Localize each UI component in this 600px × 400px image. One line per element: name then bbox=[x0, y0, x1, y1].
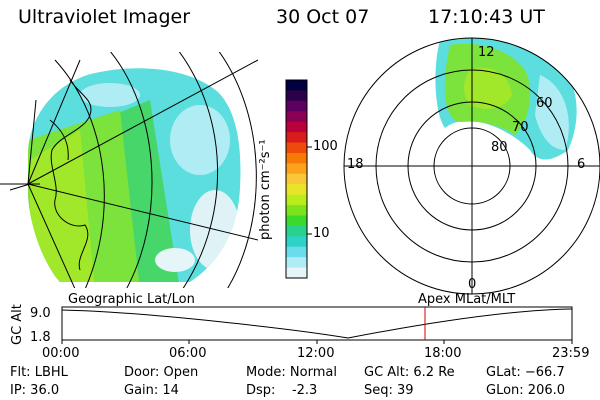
colorbar-segment bbox=[286, 100, 307, 112]
info-gc-alt: GC Alt: 6.2 Re bbox=[364, 365, 455, 380]
colorbar-segment bbox=[286, 257, 307, 269]
polar-lat-60: 60 bbox=[536, 96, 553, 111]
info-ip: IP: 36.0 bbox=[10, 383, 60, 398]
colorbar-segment bbox=[286, 111, 307, 123]
colorbar-segment bbox=[286, 225, 307, 237]
polar-lat-80: 80 bbox=[491, 140, 508, 155]
colorbar-segment bbox=[286, 205, 307, 217]
colorbar-segment bbox=[286, 142, 307, 154]
colorbar-tick-100: 100 bbox=[313, 139, 338, 154]
colorbar-segment bbox=[286, 132, 307, 144]
timeline-x-tick-1: 06:00 bbox=[169, 346, 207, 361]
info-seq: Seq: 39 bbox=[364, 383, 414, 398]
colorbar-segment bbox=[286, 184, 307, 196]
info-door: Door: Open bbox=[124, 365, 199, 380]
timeline-x-tick-3: 18:00 bbox=[424, 346, 462, 361]
colorbar-segment bbox=[286, 194, 307, 206]
colorbar-segment bbox=[286, 163, 307, 175]
timeline-x-tick-0: 00:00 bbox=[42, 346, 80, 361]
colorbar-segment bbox=[286, 246, 307, 258]
polar-label-bottom: 0 bbox=[468, 277, 477, 292]
colorbar-segment bbox=[286, 80, 307, 92]
colorbar-segment bbox=[286, 173, 307, 185]
polar-label-left: 18 bbox=[347, 157, 364, 172]
colorbar-segment bbox=[286, 152, 307, 164]
timeline-y-tick-max: 9.0 bbox=[30, 306, 51, 321]
time-label: 17:10:43 UT bbox=[428, 6, 545, 28]
timeline-y-tick-min: 1.8 bbox=[30, 330, 51, 345]
gc-altitude-timeline bbox=[61, 306, 573, 344]
polar-label-right: 6 bbox=[577, 157, 586, 172]
polar-view bbox=[343, 37, 600, 295]
colorbar-segment bbox=[286, 267, 307, 279]
polar-lat-70: 70 bbox=[512, 120, 529, 135]
colorbar-segment bbox=[286, 90, 307, 102]
date-label: 30 Oct 07 bbox=[276, 6, 370, 28]
geographic-view bbox=[0, 52, 258, 288]
colorbar-segment bbox=[286, 215, 307, 227]
colorbar-unit-label: photon cm⁻²s⁻¹ bbox=[258, 139, 273, 240]
colorbar-segment bbox=[286, 236, 307, 248]
timeline-left-title: Geographic Lat/Lon bbox=[68, 292, 195, 307]
color-scale-bar bbox=[286, 80, 307, 279]
timeline-axis-label: GC Alt bbox=[10, 304, 25, 345]
timeline-x-tick-4: 23:59 bbox=[552, 346, 590, 361]
timeline-x-tick-2: 12:00 bbox=[297, 346, 335, 361]
colorbar-tick-10: 10 bbox=[313, 226, 330, 241]
colorbar-segment bbox=[286, 121, 307, 133]
instrument-title: Ultraviolet Imager bbox=[18, 6, 191, 28]
info-mode: Mode: Normal bbox=[246, 365, 337, 380]
info-glat: GLat: −66.7 bbox=[486, 365, 565, 380]
polar-label-top: 12 bbox=[478, 45, 495, 60]
info-dsp: Dsp: -2.3 bbox=[246, 383, 318, 398]
info-gain: Gain: 14 bbox=[124, 383, 179, 398]
info-glon: GLon: 206.0 bbox=[486, 383, 566, 398]
info-filter: Flt: LBHL bbox=[10, 365, 68, 380]
timeline-right-title: Apex MLat/MLT bbox=[418, 292, 516, 307]
